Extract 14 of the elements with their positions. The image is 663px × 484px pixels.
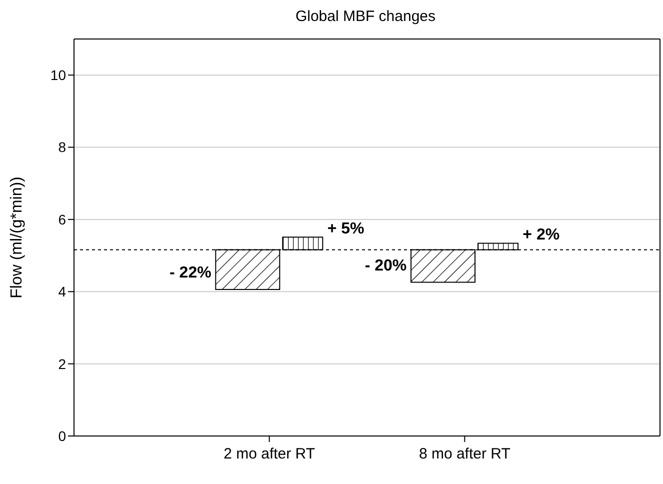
y-tick-label: 2 <box>58 356 66 372</box>
y-tick-label: 0 <box>58 428 66 444</box>
chart-title: Global MBF changes <box>294 8 437 27</box>
x-tick-label: 8 mo after RT <box>418 446 510 463</box>
annotation: + 5% <box>327 220 364 238</box>
y-tick-label: 8 <box>58 139 66 156</box>
annotation: - 22% <box>170 264 212 282</box>
y-axis-title: Flow (ml/(g*min)) <box>8 176 26 298</box>
y-tick-label: 6 <box>58 211 66 228</box>
y-tick-label: 10 <box>50 67 66 84</box>
annotation: - 20% <box>364 257 407 274</box>
annotation: + 2% <box>522 226 560 244</box>
x-tick-label: 2 mo after RT <box>224 446 316 463</box>
y-tick-label: 4 <box>58 284 66 300</box>
